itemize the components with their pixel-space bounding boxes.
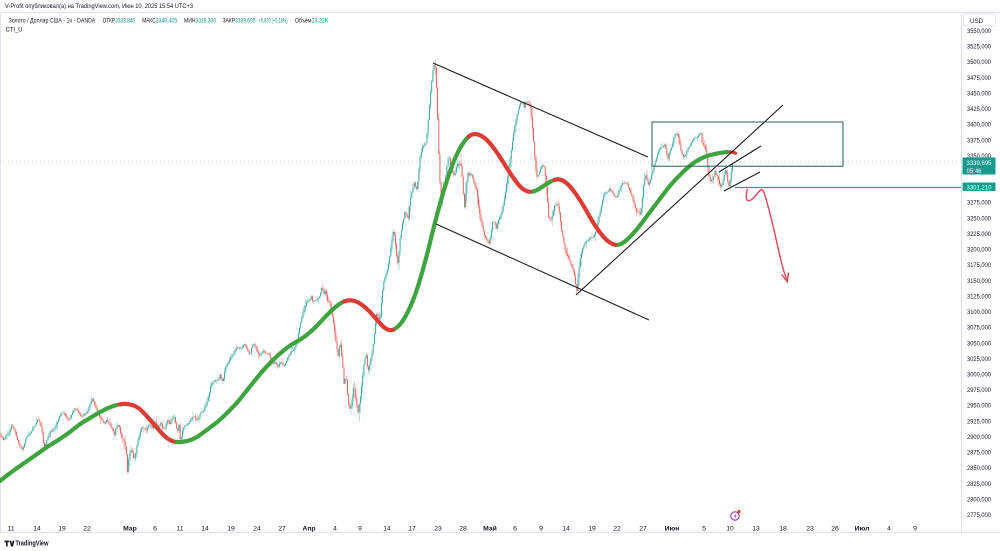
svg-text:3050,000: 3050,000 — [967, 340, 991, 347]
svg-text:3450,000: 3450,000 — [967, 91, 991, 98]
svg-text:3350,000: 3350,000 — [967, 153, 991, 160]
svg-text:3340,405: 3340,405 — [156, 18, 178, 25]
svg-text:3250,000: 3250,000 — [967, 215, 991, 222]
svg-text:9: 9 — [539, 526, 543, 533]
svg-text:3175,000: 3175,000 — [967, 262, 991, 269]
svg-text:5: 5 — [702, 526, 706, 533]
svg-text:6: 6 — [513, 526, 517, 533]
svg-text:24: 24 — [253, 526, 261, 533]
svg-text:Июл: Июл — [855, 526, 870, 533]
svg-text:9: 9 — [913, 526, 917, 533]
svg-text:11: 11 — [176, 526, 183, 533]
svg-text:3075,000: 3075,000 — [967, 325, 991, 332]
svg-text:3339,695: 3339,695 — [967, 160, 992, 167]
svg-text:3150,000: 3150,000 — [967, 278, 991, 285]
svg-text:Золото / Доллар США - 1ч - OAN: Золото / Доллар США - 1ч - OANDA — [9, 18, 96, 25]
svg-text:3200,000: 3200,000 — [967, 247, 991, 254]
svg-text:23: 23 — [434, 526, 442, 533]
svg-text:Апр: Апр — [302, 526, 315, 533]
svg-text:ОТКР: ОТКР — [103, 18, 115, 25]
svg-text:3000,000: 3000,000 — [967, 372, 991, 379]
svg-text:3400,000: 3400,000 — [967, 122, 991, 129]
svg-text:3525,000: 3525,000 — [967, 44, 991, 51]
svg-text:2775,000: 2775,000 — [967, 512, 991, 519]
svg-text:3375,000: 3375,000 — [967, 137, 991, 144]
svg-text:3339,695: 3339,695 — [235, 18, 256, 25]
svg-text:3125,000: 3125,000 — [967, 293, 991, 300]
svg-text:17: 17 — [408, 526, 416, 533]
svg-text:26: 26 — [831, 526, 839, 533]
svg-text:4: 4 — [887, 526, 891, 533]
svg-text:23,22K: 23,22K — [312, 18, 330, 25]
svg-text:6: 6 — [153, 526, 157, 533]
svg-text:10: 10 — [726, 526, 734, 533]
svg-text:Мар: Мар — [123, 526, 137, 533]
svg-text:11: 11 — [7, 526, 14, 533]
svg-text:23: 23 — [806, 526, 814, 533]
svg-text:19: 19 — [58, 526, 66, 533]
svg-text:3550,000: 3550,000 — [967, 28, 991, 35]
svg-text:2850,000: 2850,000 — [967, 465, 991, 472]
svg-text:USD: USD — [970, 18, 983, 25]
svg-text:3275,000: 3275,000 — [967, 200, 991, 207]
svg-text:2950,000: 2950,000 — [967, 403, 991, 410]
svg-text:27: 27 — [278, 526, 286, 533]
svg-text:14: 14 — [201, 526, 209, 533]
svg-text:3301,210: 3301,210 — [967, 184, 992, 191]
svg-text:28: 28 — [459, 526, 467, 533]
svg-text:14: 14 — [383, 526, 391, 533]
svg-text:3100,000: 3100,000 — [967, 309, 991, 316]
svg-text:3475,000: 3475,000 — [967, 75, 991, 82]
svg-text:3225,000: 3225,000 — [967, 231, 991, 238]
svg-text:TradingView: TradingView — [16, 541, 49, 548]
svg-text:+5,870 (+0,18%): +5,870 (+0,18%) — [259, 18, 288, 25]
svg-text:Май: Май — [483, 525, 497, 533]
svg-text:22: 22 — [613, 526, 621, 533]
svg-text:18: 18 — [779, 526, 787, 533]
svg-text:3425,000: 3425,000 — [967, 106, 991, 113]
svg-text:14: 14 — [33, 526, 41, 533]
svg-text:2800,000: 2800,000 — [967, 496, 991, 503]
svg-text:3328,300: 3328,300 — [196, 18, 217, 25]
svg-text:3025,000: 3025,000 — [967, 356, 991, 363]
svg-text:V-Profit опубликовал(а) на Tra: V-Profit опубликовал(а) на TradingView.c… — [5, 4, 194, 10]
svg-text:2975,000: 2975,000 — [967, 387, 991, 394]
svg-text:ЗАКР: ЗАКР — [223, 18, 236, 25]
svg-text:13: 13 — [752, 526, 760, 533]
svg-text:2925,000: 2925,000 — [967, 418, 991, 425]
svg-text:МИН: МИН — [184, 18, 196, 25]
svg-text:19: 19 — [227, 526, 235, 533]
svg-text:05:46: 05:46 — [967, 168, 982, 175]
svg-text:14: 14 — [562, 526, 570, 533]
svg-text:19: 19 — [588, 526, 596, 533]
svg-text:МАКС: МАКС — [142, 18, 156, 25]
svg-text:3500,000: 3500,000 — [967, 59, 991, 66]
svg-text:27: 27 — [639, 526, 647, 533]
svg-text:2875,000: 2875,000 — [967, 450, 991, 457]
svg-text:2825,000: 2825,000 — [967, 481, 991, 488]
svg-text:2900,000: 2900,000 — [967, 434, 991, 441]
svg-text:Июн: Июн — [665, 526, 680, 533]
svg-text:22: 22 — [83, 526, 91, 533]
svg-text:4: 4 — [333, 526, 337, 533]
svg-text:CTI_U: CTI_U — [6, 27, 23, 34]
svg-text:Объём: Объём — [295, 17, 312, 25]
svg-text:9: 9 — [358, 526, 362, 533]
svg-text:3333,845: 3333,845 — [115, 18, 135, 25]
